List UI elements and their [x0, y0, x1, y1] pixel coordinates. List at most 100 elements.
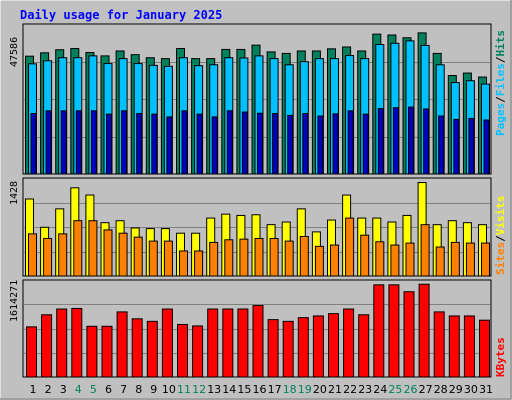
- sites-bar-day-12: [194, 250, 204, 277]
- pages-bar-day-5: [90, 110, 97, 175]
- kbytes-bar-day-17: [267, 319, 279, 378]
- kbytes-bar-day-28: [433, 311, 445, 378]
- day-label-27: 27: [419, 383, 433, 396]
- sites-bar-day-29: [450, 241, 460, 277]
- kbytes-bar-day-5: [86, 325, 98, 378]
- kbytes-bar-day-29: [448, 315, 460, 378]
- pages-bar-day-30: [468, 117, 475, 175]
- pages-bar-day-31: [483, 119, 490, 175]
- pages-bar-day-20: [317, 115, 324, 175]
- pages-bar-day-21: [332, 113, 339, 175]
- kbytes-bar-day-11: [177, 323, 188, 378]
- kbytes-bar-day-18: [282, 320, 294, 378]
- day-labels: 1 2 3 4 5 6 7 8 9 10 11 12 13 14 15 16 17 18 19 20 21 22 23 24 2…: [30, 383, 494, 396]
- day-label-5: 5: [90, 383, 97, 396]
- legend-files: Files: [494, 63, 507, 96]
- day-label-14: 14: [222, 383, 236, 396]
- kbytes-bar-day-20: [312, 315, 324, 378]
- kbytes-bar-day-13: [207, 308, 219, 378]
- sites-bar-day-5: [88, 220, 98, 277]
- kbytes-bar-day-21: [328, 313, 339, 378]
- pages-bar-day-12: [196, 113, 203, 175]
- day-label-13: 13: [207, 383, 221, 396]
- legend-separator: /: [494, 56, 507, 63]
- sites-bar-day-21: [330, 244, 339, 277]
- pages-bar-day-2: [45, 110, 52, 175]
- sites-bar-day-8: [133, 236, 143, 277]
- day-label-22: 22: [343, 383, 357, 396]
- kbytes-bar-day-24: [373, 284, 385, 378]
- day-label-19: 19: [298, 383, 312, 396]
- legend-pages: Pages: [494, 103, 507, 136]
- day-label-28: 28: [434, 383, 448, 396]
- day-label-26: 26: [404, 383, 418, 396]
- day-label-11: 11: [177, 383, 191, 396]
- sites-bar-day-16: [254, 237, 264, 277]
- pages-bar-day-28: [438, 115, 445, 175]
- panel-2-ymax-label: 1428: [9, 181, 20, 205]
- day-label-25: 25: [388, 383, 402, 396]
- legend-separator: /: [494, 96, 507, 103]
- day-label-31: 31: [479, 383, 493, 396]
- pages-bar-day-14: [226, 110, 233, 175]
- sites-bar-day-18: [284, 240, 294, 277]
- pages-bar-day-3: [60, 110, 67, 175]
- legend-separator: /: [494, 235, 507, 242]
- panel-1-ymax-label: 47586: [9, 37, 20, 67]
- sites-bar-day-17: [269, 237, 279, 277]
- legend-sites: Sites: [494, 242, 507, 275]
- day-label-21: 21: [328, 383, 342, 396]
- pages-bar-day-17: [272, 113, 279, 175]
- pages-bar-day-18: [287, 114, 294, 175]
- sites-bar-day-27: [420, 224, 430, 277]
- kbytes-bar-day-3: [56, 308, 68, 378]
- sites-bar-day-28: [435, 246, 445, 277]
- kbytes-bar-day-4: [71, 307, 83, 378]
- pages-bar-day-19: [302, 113, 309, 175]
- kbytes-bar-day-14: [222, 308, 234, 378]
- kbytes-bar-day-2: [41, 314, 53, 378]
- legend-kbytes: KBytes: [494, 337, 507, 377]
- kbytes-bar-day-31: [479, 319, 490, 378]
- day-label-24: 24: [373, 383, 387, 396]
- kbytes-bar-day-16: [252, 305, 264, 378]
- sites-bar-day-3: [58, 233, 68, 277]
- panel-3-ymax-label: 1614271: [9, 280, 20, 322]
- day-label-8: 8: [135, 383, 142, 396]
- day-label-23: 23: [358, 383, 372, 396]
- sites-bar-day-30: [465, 242, 475, 277]
- kbytes-bar-day-19: [297, 317, 309, 378]
- kbytes-bar-day-25: [388, 284, 400, 378]
- sites-bar-day-20: [314, 245, 324, 277]
- pages-bar-day-13: [211, 116, 218, 175]
- sites-bar-day-23: [360, 234, 370, 277]
- kbytes-bar-day-26: [403, 291, 415, 378]
- bars: [25, 32, 490, 378]
- day-label-12: 12: [192, 383, 206, 396]
- pages-bar-day-7: [121, 110, 128, 175]
- kbytes-bar-day-15: [237, 308, 249, 378]
- day-label-30: 30: [464, 383, 478, 396]
- chart-title: Daily usage for January 2025: [20, 8, 222, 22]
- pages-bar-day-22: [347, 110, 354, 175]
- day-label-1: 1: [30, 383, 37, 396]
- sites-bar-day-10: [163, 240, 173, 277]
- legend-hits-files-pages: Pages/Files/Hits: [494, 30, 507, 136]
- sites-bar-day-15: [239, 238, 249, 277]
- kbytes-bar-day-27: [418, 283, 430, 378]
- kbytes-bar-day-9: [146, 320, 158, 378]
- day-label-6: 6: [105, 383, 112, 396]
- day-label-29: 29: [449, 383, 463, 396]
- pages-bar-day-10: [166, 116, 173, 175]
- sites-bar-day-26: [405, 242, 415, 277]
- legend-visits: Visits: [494, 196, 507, 236]
- legend-hits: Hits: [494, 30, 507, 57]
- sites-bar-day-22: [345, 217, 355, 277]
- day-label-9: 9: [150, 383, 157, 396]
- pages-bar-day-23: [362, 113, 369, 175]
- sites-bar-day-24: [375, 241, 385, 277]
- day-label-4: 4: [75, 383, 82, 396]
- kbytes-bar-day-10: [161, 308, 173, 378]
- pages-bar-day-27: [423, 108, 430, 175]
